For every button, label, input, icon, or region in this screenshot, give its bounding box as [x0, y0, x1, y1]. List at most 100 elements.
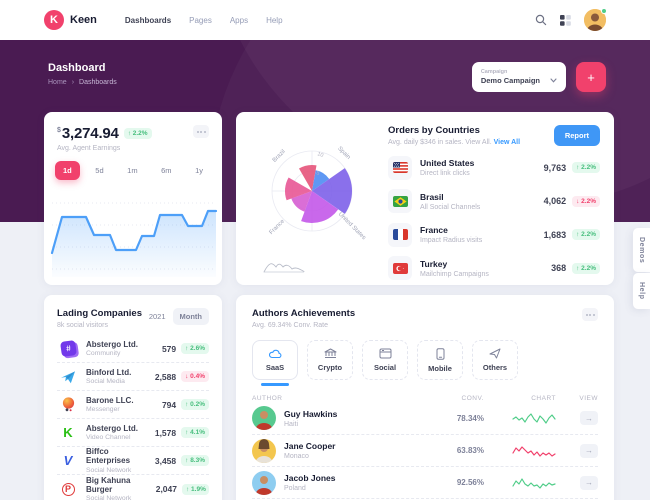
company-row[interactable]: K Abstergo Ltd. Video Channel 1,578 ↑ 4.…: [57, 419, 209, 447]
campaign-select[interactable]: Campaign Demo Campaign: [471, 62, 566, 92]
company-channel: Community: [86, 350, 121, 358]
company-row[interactable]: # Abstergo Ltd. Community 579 ↑ 2.6%: [57, 335, 209, 363]
country-name: Brasil: [420, 191, 444, 202]
topbar-actions: [535, 8, 607, 31]
polar-chart-zone: Spain Brazil United States France 10 5: [236, 112, 388, 285]
menu-item-help[interactable]: Help: [266, 15, 283, 25]
tab-others[interactable]: Others: [472, 340, 518, 380]
authors-subtitle: Avg. 69.34% Conv. Rate: [252, 322, 329, 329]
polar-wedge-6: [284, 177, 312, 201]
more-options-icon[interactable]: [582, 308, 598, 321]
view-author-button[interactable]: →: [580, 443, 598, 458]
company-row[interactable]: Barone LLC. Messenger 794 ↑ 0.2%: [57, 391, 209, 419]
column-view: View: [579, 395, 598, 402]
tab-crypto[interactable]: Crypto: [307, 340, 353, 380]
user-avatar[interactable]: [584, 8, 607, 31]
country-channel: Direct link clicks: [420, 170, 470, 177]
company-delta-badge: ↑ 1.9%: [182, 483, 209, 495]
bank-icon: [324, 348, 336, 358]
author-row[interactable]: Jane Cooper Monaco 63.83% →: [252, 434, 598, 466]
range-tab-1m[interactable]: 1m: [127, 166, 138, 175]
author-conv: 63.83%: [456, 446, 484, 455]
tab-social[interactable]: Social: [362, 340, 408, 380]
orders-by-countries-card: Spain Brazil United States France 10 5 O…: [236, 112, 614, 285]
menu-item-apps[interactable]: Apps: [229, 15, 249, 25]
country-value: 4,062: [543, 196, 567, 206]
us-flag-icon: [388, 155, 412, 180]
round-gradient-logo-icon: [57, 394, 79, 416]
search-icon[interactable]: [535, 14, 547, 26]
menu-item-dashboards[interactable]: Dashboards: [124, 15, 172, 25]
author-row[interactable]: Jacob Jones Poland 92.56% →: [252, 466, 598, 498]
breadcrumb-home[interactable]: Home: [48, 79, 67, 86]
polar-wedge-3: [312, 168, 353, 214]
country-row-turkey[interactable]: Turkey Mailchimp Campaigns 368 ↑ 2.2%: [388, 256, 600, 280]
browser-window-icon: [379, 348, 391, 359]
phone-icon: [436, 347, 444, 360]
country-delta-badge: ↓ 2.2%: [572, 195, 600, 207]
currency-symbol: $: [57, 127, 61, 134]
page-title: Dashboard: [48, 62, 106, 74]
tab-saas[interactable]: SaaS: [252, 340, 298, 380]
tab-mobile[interactable]: Mobile: [417, 340, 463, 380]
column-conv: Conv.: [461, 395, 484, 402]
country-row-united-states[interactable]: United States Direct link clicks 9,763 ↑…: [388, 155, 600, 180]
column-chart: Chart: [531, 395, 556, 402]
authors-category-tabs: SaaS Crypto Social Mobile Others: [252, 340, 598, 380]
company-channel: Social Network: [86, 466, 132, 474]
company-row[interactable]: Binford Ltd. Social Media 2,588 ↓ 0.4%: [57, 363, 209, 391]
avatar: [252, 438, 276, 463]
range-tab-5d[interactable]: 5d: [95, 166, 104, 175]
company-row[interactable]: P Big Kahuna Burger Social Network 2,047…: [57, 475, 209, 500]
companies-list: # Abstergo Ltd. Community 579 ↑ 2.6% Bin…: [57, 335, 209, 500]
cloud-icon: [268, 349, 281, 359]
help-side-tab[interactable]: Help: [633, 273, 650, 309]
range-tab-1y[interactable]: 1y: [195, 166, 203, 175]
range-tab-6m[interactable]: 6m: [161, 166, 172, 175]
company-delta-badge: ↓ 0.4%: [181, 371, 209, 382]
polar-wedge-2: [312, 170, 330, 191]
breadcrumb: Home › Dashboards: [48, 79, 117, 86]
range-tab-1d[interactable]: 1d: [55, 161, 80, 180]
polar-tick-10: 10: [316, 151, 324, 159]
author-name: Guy Hawkins: [284, 408, 338, 419]
report-button[interactable]: Report: [553, 125, 600, 146]
company-name: Barone LLC.: [86, 395, 134, 405]
add-button[interactable]: +: [576, 62, 606, 92]
apps-grid-icon[interactable]: [560, 14, 571, 26]
country-row-brasil[interactable]: Brasil All Social Channels 4,062 ↓ 2.2%: [388, 189, 600, 213]
orders-subtitle: Avg. daily $346 in sales. View All. View…: [388, 139, 521, 146]
polar-tick-5: 5: [315, 170, 320, 177]
kickstarter-icon: K: [63, 425, 73, 440]
country-row-france[interactable]: France Impact Radius visits 1,683 ↑ 2.2%: [388, 222, 600, 247]
online-status-dot: [601, 8, 607, 14]
company-name: Big Kahuna Burger: [86, 475, 131, 494]
author-row[interactable]: Cody Fishers →: [252, 498, 598, 500]
menu-item-pages[interactable]: Pages: [189, 15, 212, 25]
view-author-button[interactable]: →: [580, 411, 598, 425]
more-options-icon[interactable]: [193, 125, 209, 138]
breadcrumb-current[interactable]: Dashboards: [79, 79, 117, 86]
author-conv: 78.34%: [456, 413, 484, 423]
orders-polar-chart: Spain Brazil United States France 10 5: [269, 146, 367, 241]
company-row[interactable]: V Biffco Enterprises Social Network 3,45…: [57, 447, 209, 475]
view-author-button[interactable]: →: [580, 475, 598, 490]
month-toggle[interactable]: Month: [172, 308, 209, 325]
earnings-line-chart: [50, 202, 218, 277]
company-value: 2,588: [154, 371, 177, 382]
country-channel: All Social Channels: [420, 203, 481, 211]
author-row[interactable]: Guy Hawkins Haiti 78.34% →: [252, 402, 598, 434]
top-navbar: K Keen Dashboards Pages Apps Help: [0, 0, 650, 40]
country-delta-badge: ↑ 2.2%: [572, 162, 600, 173]
demos-side-tab[interactable]: Demos: [633, 228, 650, 273]
year-toggle[interactable]: 2021: [148, 312, 166, 321]
company-name: Binford Ltd.: [86, 367, 132, 377]
company-name: Abstergo Ltd.: [86, 423, 138, 433]
brand-logo[interactable]: K Keen: [44, 10, 97, 30]
orders-main: Orders by Countries Avg. daily $346 in s…: [388, 112, 614, 280]
company-channel: Social Media: [86, 378, 125, 386]
author-country: Monaco: [284, 453, 309, 460]
view-all-link[interactable]: View All: [493, 139, 521, 146]
country-value: 1,683: [543, 229, 567, 240]
